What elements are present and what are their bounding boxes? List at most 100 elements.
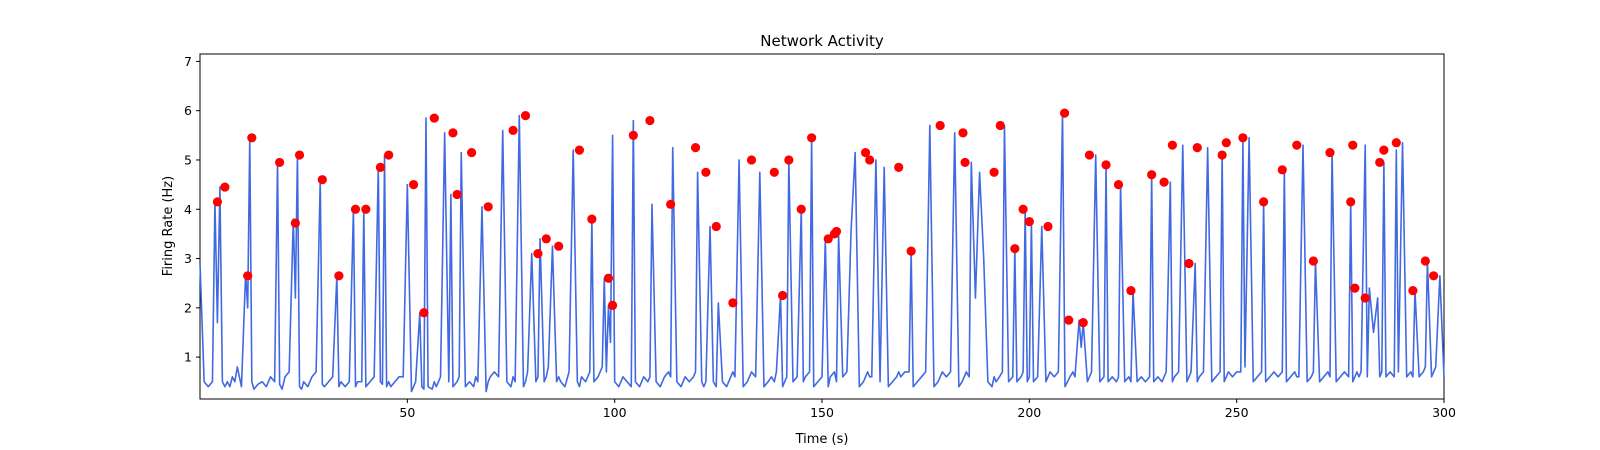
peak-marker — [796, 204, 806, 214]
peak-marker — [1084, 150, 1095, 160]
y-axis-label: Firing Rate (Hz) — [161, 176, 176, 276]
peak-marker — [467, 147, 477, 158]
peak-marker — [865, 155, 875, 165]
x-axis-label: Time (s) — [795, 432, 849, 447]
peak-marker — [666, 199, 676, 209]
peak-marker — [1277, 165, 1287, 175]
peak-marker — [746, 155, 757, 165]
peak-marker — [645, 115, 655, 126]
peak-marker — [1292, 140, 1302, 150]
y-tick-label: 1 — [184, 350, 192, 365]
peak-marker — [1391, 138, 1401, 148]
peak-marker — [690, 143, 701, 153]
peak-marker — [375, 162, 385, 172]
x-axis: 50 100 150 200 250 300 — [399, 399, 1456, 420]
y-tick-label: 2 — [184, 300, 192, 315]
peak-marker — [1059, 108, 1070, 118]
x-tick-label: 50 — [399, 405, 415, 420]
peak-marker — [701, 167, 711, 177]
peak-marker — [247, 133, 257, 143]
peak-marker — [554, 241, 564, 251]
peak-marker — [533, 249, 543, 259]
peak-marker — [448, 128, 458, 138]
peak-marker — [574, 145, 585, 155]
peak-marker — [995, 120, 1005, 131]
peak-marker — [361, 204, 371, 214]
peak-marker — [212, 197, 223, 207]
y-tick-label: 7 — [184, 54, 192, 69]
peak-marker — [1408, 285, 1418, 296]
peak-marker — [1167, 140, 1177, 150]
x-tick-label: 100 — [603, 405, 627, 420]
peak-marker — [1360, 293, 1370, 303]
chart-title: Network Activity — [760, 32, 884, 50]
plot-area — [199, 53, 1445, 400]
peak-marker — [958, 128, 968, 138]
peak-marker — [275, 157, 285, 168]
peak-marker — [1126, 285, 1136, 296]
firing-rate-line — [199, 112, 1445, 393]
peak-marker — [960, 157, 970, 168]
peak-marker — [1238, 133, 1248, 143]
x-tick-label: 250 — [1225, 405, 1249, 420]
peak-marker — [603, 273, 614, 283]
peak-marker — [1018, 204, 1028, 214]
peak-marker — [807, 133, 817, 143]
peak-marker — [1420, 256, 1430, 266]
y-tick-label: 5 — [184, 152, 192, 167]
peak-marker — [1184, 258, 1194, 269]
axes-frame — [199, 53, 1445, 400]
peak-marker — [1221, 138, 1231, 148]
peak-marker — [587, 214, 597, 224]
peak-marker — [860, 147, 871, 158]
peak-marker — [1350, 283, 1360, 293]
y-axis: 1 2 3 4 5 6 7 — [184, 54, 200, 365]
peak-marker — [243, 271, 253, 281]
line-layer — [199, 112, 1445, 393]
peak-marker — [823, 234, 833, 244]
peak-marker — [935, 120, 945, 131]
peak-marker — [1024, 216, 1034, 227]
peak-marker — [508, 125, 518, 135]
peak-marker — [1429, 271, 1439, 281]
peak-marker — [728, 298, 738, 308]
peak-marker — [520, 111, 531, 121]
peak-marker — [1192, 143, 1202, 153]
peak-marker — [350, 204, 361, 214]
y-tick-label: 4 — [184, 202, 192, 217]
peak-marker — [408, 180, 419, 190]
peak-marker — [317, 175, 327, 185]
peak-marker — [1348, 140, 1358, 150]
peak-marker — [1101, 160, 1111, 170]
peak-marker — [711, 221, 721, 232]
peak-marker — [906, 246, 916, 256]
peak-marker — [1010, 244, 1020, 254]
peak-marker — [1375, 157, 1385, 168]
peak-marker — [1379, 145, 1389, 155]
peak-marker — [628, 130, 638, 140]
peak-marker — [384, 150, 394, 160]
peak-marker — [1043, 221, 1053, 232]
peak-marker — [419, 308, 429, 318]
peak-layer — [212, 108, 1439, 328]
peak-marker — [778, 290, 788, 301]
peak-marker — [894, 162, 904, 172]
peak-marker — [1159, 177, 1169, 187]
peak-marker — [989, 167, 999, 177]
peak-marker — [1113, 180, 1124, 190]
peak-marker — [1217, 150, 1227, 160]
x-tick-label: 300 — [1432, 405, 1456, 420]
peak-marker — [769, 167, 779, 177]
peak-marker — [541, 234, 551, 244]
peak-marker — [294, 150, 305, 160]
peak-marker — [1308, 256, 1318, 266]
x-tick-label: 200 — [1017, 405, 1041, 420]
y-tick-label: 3 — [184, 251, 192, 266]
x-tick-label: 150 — [810, 405, 834, 420]
peak-marker — [290, 218, 300, 228]
peak-marker — [831, 226, 842, 237]
peak-marker — [1346, 197, 1356, 207]
peak-marker — [429, 113, 439, 123]
y-tick-label: 6 — [184, 103, 192, 118]
